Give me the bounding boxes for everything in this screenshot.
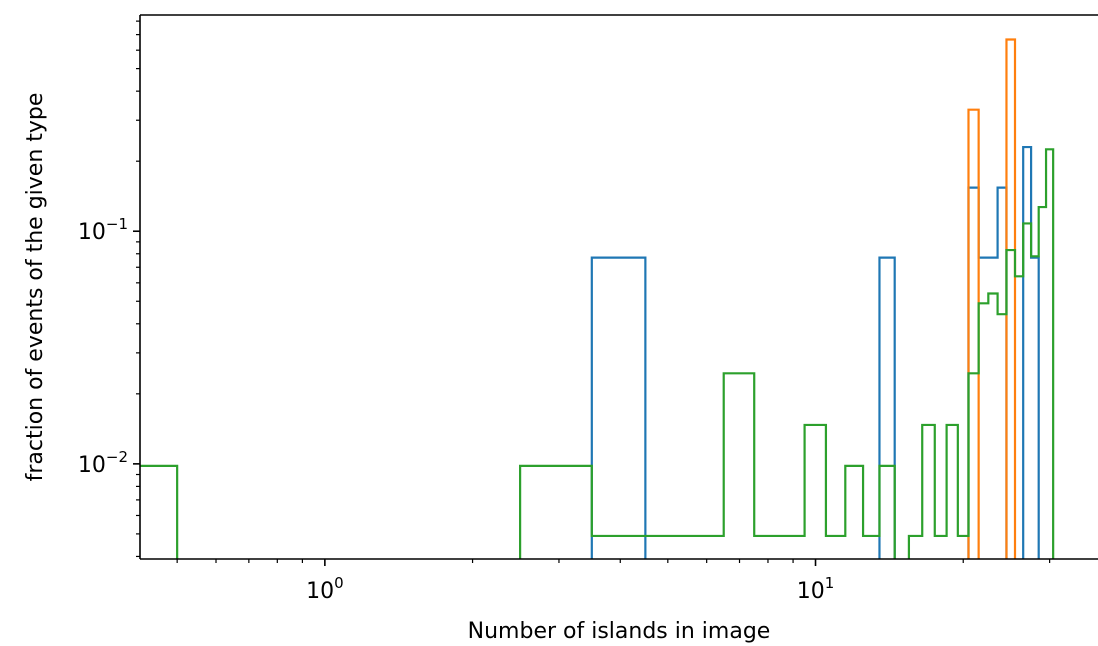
y-axis-label: fraction of events of the given type	[23, 93, 48, 482]
x-axis-label: Number of islands in image	[468, 619, 771, 644]
series-2-step-outline	[140, 148, 1055, 559]
series-layer	[140, 38, 1055, 559]
axes-layer	[139, 14, 1098, 560]
series-0-step-outline	[590, 145, 1040, 559]
